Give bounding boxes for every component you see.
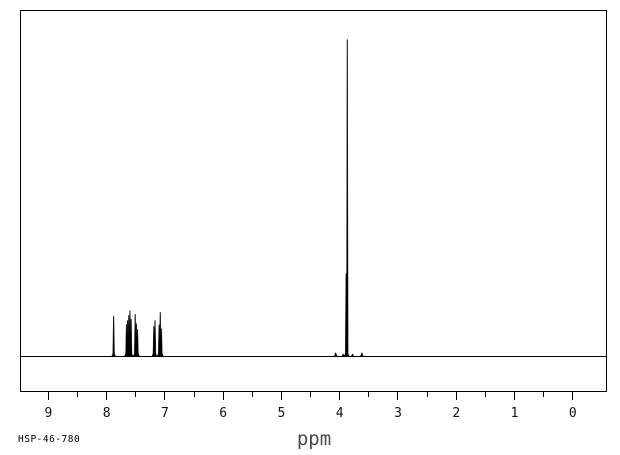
peak	[128, 318, 134, 357]
peak	[158, 328, 165, 357]
x-axis-tick-label: 3	[394, 406, 402, 421]
x-axis-label: ppm	[296, 428, 332, 450]
x-axis-major-tick	[397, 392, 399, 400]
x-axis-major-tick	[280, 392, 282, 400]
x-axis-major-tick	[514, 392, 516, 400]
peak	[350, 353, 355, 357]
x-axis-minor-tick	[484, 392, 486, 397]
x-axis-tick-label: 8	[102, 406, 111, 421]
sample-id-label: HSP-46-780	[18, 434, 81, 445]
x-axis-major-tick	[222, 392, 224, 400]
peak	[344, 39, 350, 357]
x-axis-major-tick	[339, 392, 341, 400]
x-axis-minor-tick	[251, 392, 253, 397]
peak	[332, 352, 339, 357]
x-axis-tick-label: 6	[219, 406, 228, 421]
x-axis-tick-label: 0	[568, 406, 577, 421]
x-axis-major-tick	[455, 392, 457, 400]
peak	[359, 352, 365, 357]
x-axis: 9 8 7 6 5 4 3 2 1 0	[21, 392, 606, 427]
nmr-spectrum-canvas	[21, 39, 606, 357]
x-axis-tick-label: 5	[277, 406, 286, 421]
x-axis-major-tick	[572, 392, 574, 400]
peak	[111, 316, 117, 357]
x-axis-major-tick	[164, 392, 166, 400]
x-axis-minor-tick	[543, 392, 545, 397]
x-axis-tick-label: 9	[44, 406, 53, 421]
x-axis-tick-label: 1	[510, 406, 519, 421]
x-axis-tick-label: 2	[452, 406, 461, 421]
x-axis-minor-tick	[310, 392, 312, 397]
peak	[134, 329, 141, 357]
x-axis-minor-tick	[368, 392, 370, 397]
x-axis-major-tick	[106, 392, 108, 400]
peak	[152, 320, 158, 357]
x-axis-major-tick	[47, 392, 49, 400]
spectrum-plot-frame	[20, 10, 607, 392]
x-axis-tick-label: 7	[160, 406, 169, 421]
x-axis-minor-tick	[77, 392, 79, 397]
x-axis-minor-tick	[426, 392, 428, 397]
x-axis-minor-tick	[193, 392, 195, 397]
x-axis-tick-label: 4	[335, 406, 344, 421]
x-axis-minor-tick	[135, 392, 137, 397]
